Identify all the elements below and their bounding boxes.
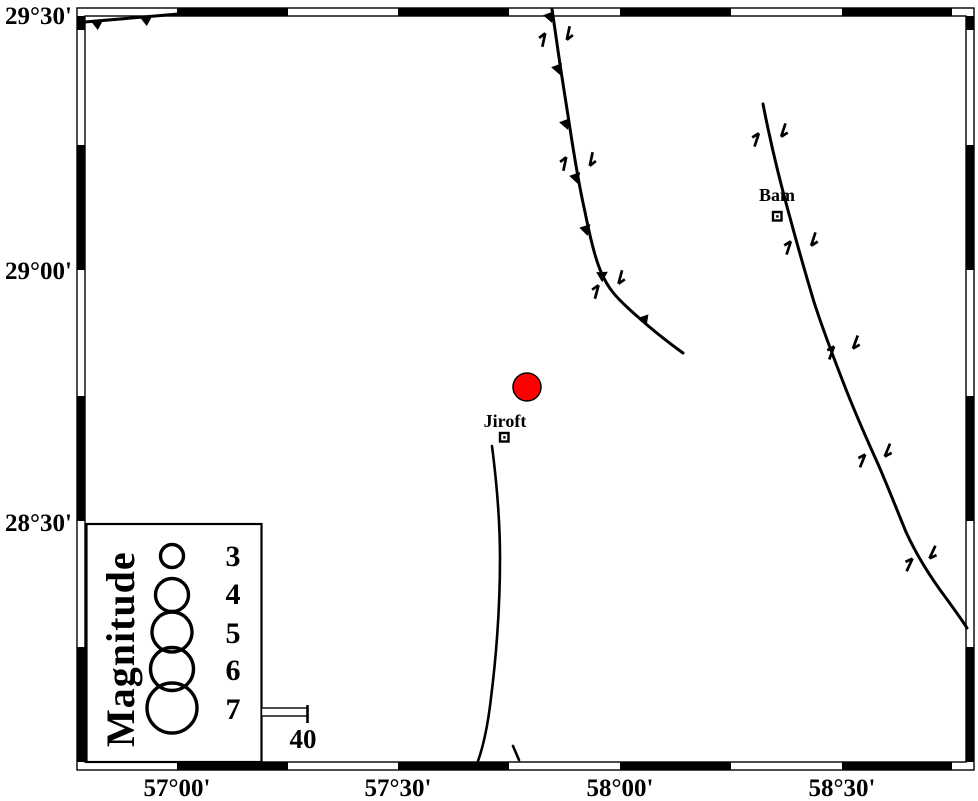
- fault-line-east-strike-slip: [761, 102, 969, 630]
- legend-box: [85, 522, 263, 764]
- city-label-bam: Bam: [759, 185, 795, 205]
- x-tick-label: 58°30': [809, 775, 876, 801]
- slip-arrow-down: [809, 231, 819, 247]
- frame-tick-segment: [966, 647, 974, 762]
- fault-line-central-thrust: [550, 7, 685, 355]
- city-square-dot: [503, 436, 506, 439]
- frame-tick-segment: [620, 8, 731, 16]
- slip-arrow-up: [857, 453, 867, 468]
- frame-tick-segment: [77, 16, 85, 30]
- frame-tick-segment: [966, 396, 974, 521]
- slip-arrow-up: [904, 557, 914, 572]
- map-frame: [76, 7, 975, 771]
- city-label-jiroft: Jiroft: [484, 411, 527, 431]
- slip-arrow-down: [883, 443, 893, 458]
- frame-tick-segment: [398, 8, 509, 16]
- thrust-tooth: [559, 118, 571, 130]
- legend-value: 6: [226, 654, 241, 687]
- slip-arrow-up: [538, 32, 547, 48]
- frame-tick-segment: [842, 762, 952, 770]
- legend-value: 4: [226, 578, 241, 611]
- thrust-tooth: [140, 16, 152, 26]
- slip-arrow-up: [826, 345, 836, 360]
- slip-arrows: [538, 25, 938, 572]
- slip-arrow-down: [928, 545, 938, 560]
- axis-labels: 57°00' 57°30' 58°00' 58°30' 29°30' 29°00…: [5, 3, 875, 801]
- thrust-tooth: [551, 63, 563, 75]
- frame-tick-segment: [177, 8, 288, 16]
- fault-line-jiroft: [476, 444, 502, 763]
- legend-value: 7: [226, 693, 241, 726]
- frame-tick-segment: [77, 647, 85, 762]
- legend-circle-m7: [145, 681, 199, 735]
- fault-line-fragment: [511, 744, 521, 762]
- slip-arrow-down: [851, 335, 861, 350]
- epicenter-marker: [512, 372, 542, 402]
- frame-tick-segment: [966, 145, 974, 270]
- slip-arrow-up: [751, 132, 761, 148]
- frame-tick-segment: [966, 16, 974, 30]
- frame-tick-segment: [620, 762, 731, 770]
- frame-tick-segment: [398, 762, 509, 770]
- frame-outer-border: [76, 7, 975, 771]
- x-tick-label: 57°00': [144, 775, 211, 801]
- frame-inner-border: [84, 15, 967, 763]
- city-square-dot: [776, 215, 779, 218]
- thrust-tooth: [637, 314, 649, 326]
- slip-arrow-down: [779, 122, 789, 138]
- scale-bar-box: [260, 707, 309, 717]
- thrust-tooth: [569, 172, 581, 184]
- slip-arrow-down: [565, 25, 574, 41]
- frame-tick-segment: [77, 145, 85, 270]
- y-tick-label: 28°30': [5, 510, 72, 537]
- thrust-tooth: [543, 11, 555, 23]
- legend-title: Magnitude: [98, 551, 143, 747]
- slip-arrow-down: [588, 151, 597, 167]
- city-markers: Bam Jiroft: [484, 185, 795, 443]
- slip-arrow-up: [783, 240, 793, 256]
- x-tick-label: 57°30': [365, 775, 432, 801]
- x-tick-label: 58°00': [587, 775, 654, 801]
- slip-arrow-down: [617, 269, 626, 285]
- scale-bar-label: 40: [290, 724, 317, 754]
- legend-value: 5: [226, 617, 241, 650]
- scale-bar: 40: [260, 705, 317, 754]
- y-tick-label: 29°30': [5, 3, 72, 30]
- slip-arrow-up: [591, 284, 600, 300]
- legend-circle-m6: [148, 645, 196, 693]
- thrust-tooth: [596, 271, 608, 283]
- slip-arrow-up: [559, 156, 568, 172]
- legend-value: 3: [226, 540, 241, 573]
- frame-tick-segment: [842, 8, 952, 16]
- magnitude-legend: Magnitude 3 4 5 6 7: [85, 522, 263, 764]
- y-tick-label: 29°00': [5, 258, 72, 285]
- thrust-tooth: [91, 20, 103, 30]
- frame-tick-segment: [77, 396, 85, 521]
- fault-line-northwest: [83, 11, 192, 24]
- fault-lines: [83, 7, 969, 763]
- legend-circle-m3: [158, 542, 186, 570]
- frame-tick-segment: [177, 762, 288, 770]
- thrust-tooth: [579, 224, 591, 236]
- legend-circle-m5: [150, 610, 194, 654]
